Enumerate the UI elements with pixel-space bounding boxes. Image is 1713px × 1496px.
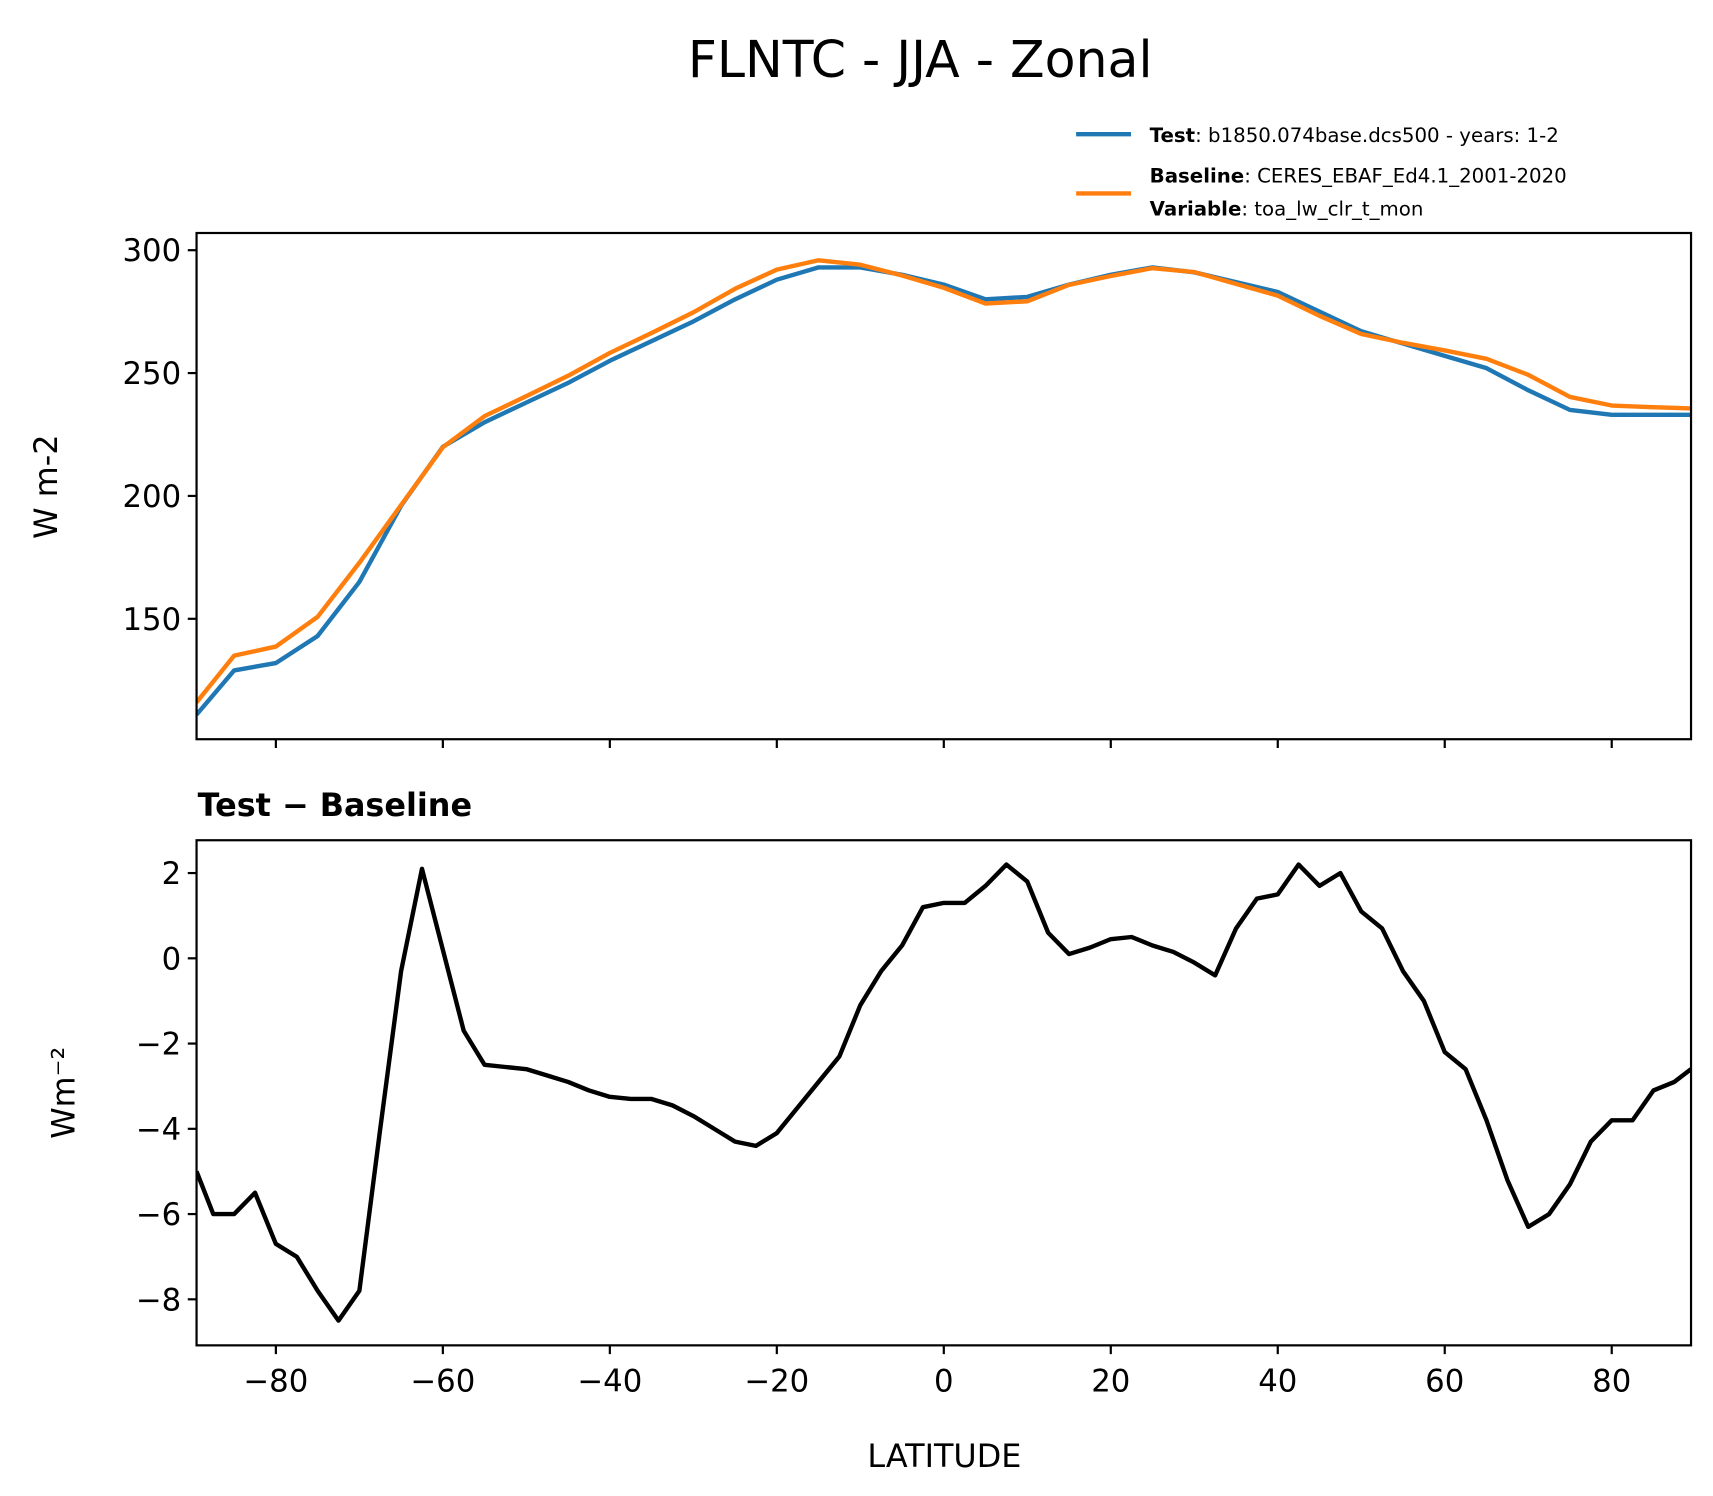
y-tick-label: 250 <box>123 356 182 392</box>
y-tick-label: −4 <box>136 1112 181 1148</box>
data-line <box>196 265 1692 717</box>
legend-entry: Variable: toa_lw_clr_t_mon <box>1150 197 1424 220</box>
x-tick-label: 0 <box>934 1363 954 1399</box>
legend-entry: Baseline: CERES_EBAF_Ed4.1_2001-2020 <box>1150 164 1567 187</box>
y-tick-label: 150 <box>123 602 182 638</box>
x-tick-label: −20 <box>744 1363 809 1399</box>
x-axis-label: LATITUDE <box>867 1437 1021 1475</box>
chart-title: FLNTC - JJA - Zonal <box>688 30 1153 89</box>
legend-description: : b1850.074base.dcs500 - years: 1-2 <box>1195 124 1559 147</box>
subplot-title: Test − Baseline <box>198 786 472 824</box>
data-line <box>196 862 1692 1323</box>
legend-name: Baseline <box>1150 164 1245 187</box>
legend-name: Variable <box>1150 197 1242 220</box>
y-axis-label: Wm⁻² <box>45 1047 83 1139</box>
axes-frame <box>195 839 1693 1347</box>
y-axis-label: W m-2 <box>27 434 65 538</box>
x-tick-label: −40 <box>577 1363 642 1399</box>
x-tick-label: 40 <box>1258 1363 1297 1399</box>
x-tick-label: −80 <box>243 1363 308 1399</box>
x-tick-label: 20 <box>1091 1363 1130 1399</box>
x-tick-label: −60 <box>410 1363 475 1399</box>
y-tick-label: 200 <box>123 479 182 515</box>
x-tick-label: 60 <box>1425 1363 1464 1399</box>
data-line <box>196 258 1692 704</box>
legend-name: Test <box>1150 124 1195 147</box>
legend-description: : CERES_EBAF_Ed4.1_2001-2020 <box>1244 164 1567 187</box>
y-tick-label: −2 <box>136 1027 181 1063</box>
y-tick-label: −6 <box>136 1197 181 1233</box>
axes-frame <box>195 231 1693 741</box>
y-tick-label: −8 <box>136 1282 181 1318</box>
legend-entry: Test: b1850.074base.dcs500 - years: 1-2 <box>1150 124 1559 147</box>
y-tick-label: 0 <box>162 941 182 977</box>
y-tick-label: 300 <box>123 233 182 269</box>
y-tick-label: 2 <box>162 856 182 892</box>
x-tick-label: 80 <box>1592 1363 1631 1399</box>
legend-description: : toa_lw_clr_t_mon <box>1241 197 1423 220</box>
